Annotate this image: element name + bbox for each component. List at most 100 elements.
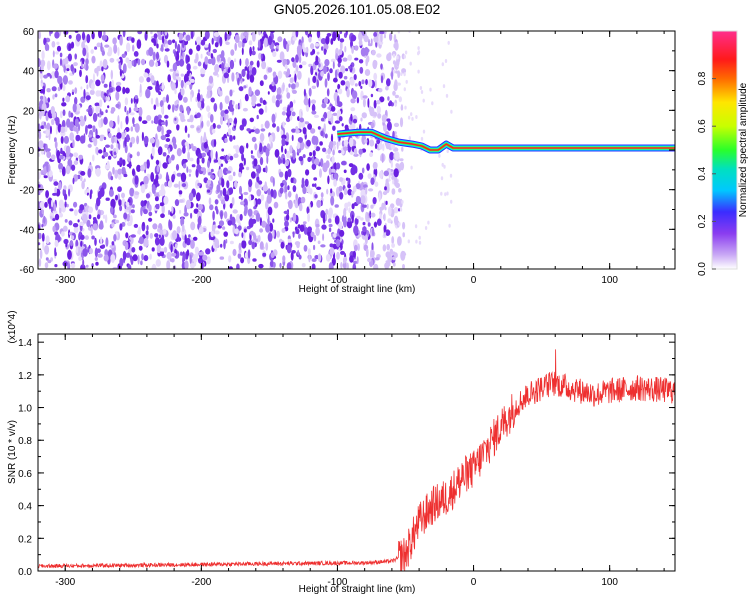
noise-blob <box>360 117 363 122</box>
noise-blob <box>165 119 168 127</box>
noise-blob <box>291 128 297 133</box>
noise-blob <box>101 34 108 41</box>
noise-blob <box>258 180 263 185</box>
noise-blob <box>161 35 165 44</box>
noise-blob <box>45 257 49 261</box>
noise-blob <box>314 183 317 188</box>
noise-blob <box>297 141 301 150</box>
noise-blob <box>131 247 136 253</box>
noise-blob <box>196 164 201 171</box>
y-tick-label: 0 <box>28 146 34 157</box>
noise-blob <box>178 76 182 82</box>
noise-blob <box>237 102 240 110</box>
noise-blob <box>210 168 214 173</box>
noise-blob <box>338 71 343 79</box>
noise-blob <box>282 82 285 92</box>
noise-blob <box>244 204 248 214</box>
noise-blob <box>290 83 296 90</box>
noise-blob <box>160 213 165 218</box>
noise-blob <box>361 79 365 85</box>
noise-blob <box>57 86 61 92</box>
noise-blob <box>126 221 133 227</box>
noise-blob <box>184 234 187 244</box>
noise-blob <box>392 262 396 267</box>
noise-blob <box>360 85 363 89</box>
noise-blob <box>172 62 178 72</box>
noise-blob <box>358 31 363 42</box>
noise-blob <box>180 172 187 183</box>
noise-blob <box>65 145 71 156</box>
noise-blob <box>121 192 125 199</box>
noise-blob <box>290 107 294 112</box>
noise-blob <box>162 152 167 157</box>
noise-blob <box>233 153 239 158</box>
noise-blob <box>364 138 368 144</box>
noise-blob <box>338 150 342 154</box>
noise-blob <box>371 49 376 56</box>
noise-blob <box>62 84 66 92</box>
noise-blob <box>232 248 237 257</box>
noise-blob <box>334 204 339 208</box>
noise-blob <box>185 237 191 246</box>
noise-blob <box>110 109 115 114</box>
noise-blob <box>422 98 425 103</box>
noise-blob <box>205 248 211 255</box>
noise-blob <box>324 59 330 67</box>
noise-blob <box>401 252 407 257</box>
noise-blob <box>249 46 253 57</box>
noise-blob <box>78 256 82 262</box>
noise-blob <box>325 160 330 169</box>
noise-blob <box>163 54 169 64</box>
noise-blob <box>99 134 105 139</box>
noise-blob <box>130 234 136 238</box>
noise-blob <box>342 262 347 269</box>
noise-blob <box>166 60 170 68</box>
noise-blob <box>123 212 128 220</box>
noise-blob <box>301 263 306 268</box>
noise-blob <box>75 239 79 248</box>
noise-blob <box>124 129 127 136</box>
noise-blob <box>295 54 299 63</box>
noise-blob <box>395 70 398 74</box>
noise-blob <box>126 42 131 53</box>
noise-blob <box>95 134 101 139</box>
noise-blob <box>249 129 255 133</box>
noise-blob <box>287 168 292 178</box>
noise-blob <box>329 141 334 149</box>
noise-blob <box>305 169 310 176</box>
noise-blob <box>303 226 308 235</box>
noise-blob <box>298 55 302 64</box>
noise-blob <box>86 219 91 228</box>
noise-blob <box>130 254 133 263</box>
noise-blob <box>220 163 224 167</box>
noise-blob <box>346 88 350 98</box>
noise-blob <box>188 192 194 202</box>
noise-blob <box>94 237 97 246</box>
noise-blob <box>340 262 343 269</box>
noise-blob <box>145 193 151 199</box>
noise-blob <box>355 183 361 190</box>
x-tick-label: -300 <box>55 275 75 286</box>
plot-frame <box>37 333 676 572</box>
noise-blob <box>216 54 221 62</box>
noise-blob <box>161 82 165 91</box>
noise-blob <box>257 198 262 205</box>
x-tick-label: 0 <box>471 577 477 588</box>
noise-blob <box>91 137 97 142</box>
noise-blob <box>314 144 317 150</box>
noise-blob <box>164 48 170 52</box>
noise-blob <box>207 160 210 169</box>
noise-blob <box>369 152 374 158</box>
noise-blob <box>143 72 149 78</box>
noise-blob <box>311 85 316 90</box>
noise-blob <box>362 98 366 108</box>
noise-blob <box>212 123 216 129</box>
noise-blob <box>410 165 413 170</box>
noise-blob <box>131 37 135 43</box>
noise-blob <box>133 223 139 228</box>
noise-blob <box>140 260 143 266</box>
noise-blob <box>241 47 244 56</box>
noise-blob <box>207 90 211 99</box>
noise-blob <box>286 105 292 115</box>
noise-blob <box>236 263 240 269</box>
